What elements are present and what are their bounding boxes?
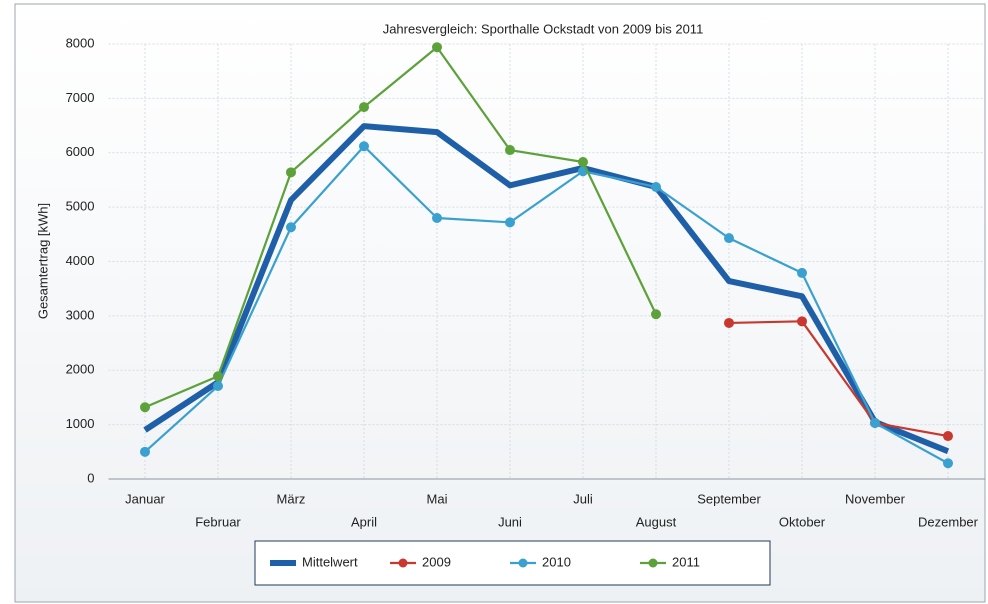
legend-marker: [398, 558, 408, 568]
y-tick-label: 2000: [66, 362, 95, 377]
data-point: [797, 267, 807, 278]
x-tick-label: Dezember: [918, 514, 979, 529]
y-tick-label: 6000: [66, 144, 95, 159]
data-point: [724, 317, 734, 328]
legend-label: 2011: [672, 554, 700, 569]
data-point: [432, 213, 442, 223]
legend-label: 2010: [542, 554, 571, 569]
data-point: [943, 458, 953, 469]
data-point: [505, 217, 515, 228]
series-line: [143, 123, 950, 455]
x-tick-label: September: [697, 491, 761, 506]
x-tick-label: August: [636, 514, 677, 529]
data-point: [286, 167, 296, 178]
x-tick-label: Juni: [498, 514, 522, 529]
x-tick-label: März: [277, 491, 306, 506]
y-tick-label: 8000: [66, 35, 95, 50]
legend-label: Mittelwert: [302, 554, 358, 569]
data-point: [578, 156, 588, 167]
x-tick-label: Februar: [195, 514, 241, 529]
y-tick-label: 5000: [66, 199, 95, 214]
legend-marker: [518, 558, 528, 568]
legend-marker: [648, 558, 658, 568]
legend-label: 2009: [422, 554, 451, 569]
x-tick-label: Mai: [427, 491, 448, 506]
data-point: [797, 316, 807, 327]
y-tick-label: 3000: [66, 307, 95, 322]
data-point: [140, 402, 150, 413]
y-tick-label: 0: [87, 470, 94, 485]
data-point: [943, 431, 953, 442]
y-tick-label: 7000: [66, 90, 95, 105]
x-tick-label: Juli: [573, 491, 593, 506]
data-point: [359, 102, 369, 113]
data-point: [213, 381, 223, 392]
chart-title: Jahresvergleich: Sporthalle Ockstadt von…: [383, 21, 704, 36]
y-axis-label: Gesamtertrag [kWh]: [35, 203, 50, 319]
data-point: [286, 222, 296, 233]
data-point: [140, 446, 150, 457]
data-point: [651, 182, 661, 193]
data-point: [870, 417, 880, 428]
x-tick-label: Oktober: [779, 514, 826, 529]
data-point: [213, 371, 223, 382]
data-point: [359, 141, 369, 152]
chart-frame: [14, 3, 986, 603]
data-point: [432, 42, 442, 53]
series-line: [728, 320, 949, 438]
series-line: [144, 46, 657, 409]
x-tick-label: Januar: [125, 491, 165, 506]
data-point: [724, 233, 734, 244]
y-tick-label: 4000: [66, 253, 95, 268]
x-tick-label: November: [845, 491, 906, 506]
data-point: [505, 145, 515, 156]
data-point: [651, 309, 661, 320]
y-tick-label: 1000: [66, 416, 95, 431]
series-line: [144, 145, 949, 465]
x-tick-label: April: [351, 514, 377, 529]
